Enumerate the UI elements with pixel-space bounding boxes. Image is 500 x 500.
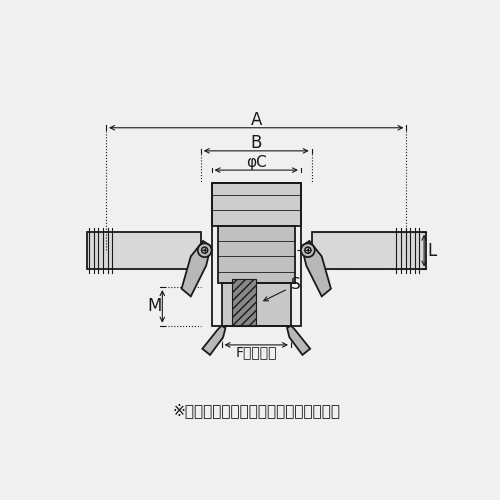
Text: F（対辺）: F（対辺） (236, 346, 277, 360)
Circle shape (198, 244, 211, 257)
Polygon shape (202, 326, 226, 355)
Text: ※８インチ品のカムアームは４本です。: ※８インチ品のカムアームは４本です。 (172, 403, 340, 418)
Polygon shape (287, 326, 310, 355)
Bar (232, 280, 256, 326)
Text: A: A (250, 111, 262, 129)
Text: M: M (148, 298, 162, 316)
Bar (212, 183, 301, 326)
Polygon shape (302, 241, 331, 296)
Bar (312, 232, 426, 270)
Bar (87, 232, 201, 270)
Text: B: B (250, 134, 262, 152)
Bar (212, 183, 301, 226)
Circle shape (301, 244, 315, 257)
Polygon shape (182, 241, 211, 296)
Bar (218, 226, 295, 284)
Circle shape (306, 249, 309, 252)
Text: L: L (427, 242, 436, 260)
Text: S: S (264, 278, 300, 301)
Text: φC: φC (246, 155, 266, 170)
Circle shape (204, 249, 206, 252)
Bar (222, 284, 291, 326)
